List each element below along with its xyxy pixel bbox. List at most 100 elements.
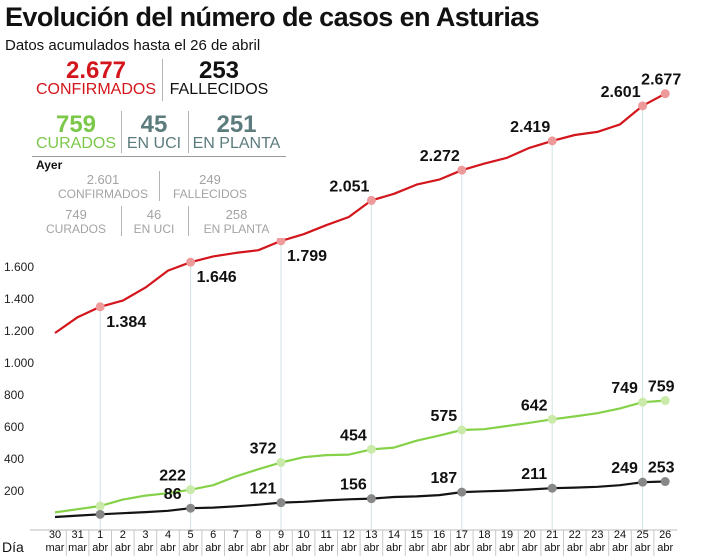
separator — [162, 59, 163, 101]
data-point-confirmados — [457, 165, 467, 175]
today-planta-value: 251 — [216, 111, 257, 138]
x-tick-day: 1 — [97, 529, 103, 541]
data-point-confirmados — [547, 136, 557, 146]
separator — [121, 111, 122, 153]
data-point-confirmados — [276, 236, 286, 246]
separator — [188, 206, 189, 236]
today-fallecidos-value: 253 — [198, 57, 240, 84]
x-tick-day: 21 — [546, 529, 558, 541]
separator — [159, 171, 160, 201]
x-tick-month: abr — [522, 542, 538, 554]
ayer-confirmados-label: CONFIRMADOS — [58, 187, 148, 201]
data-point-confirmados — [95, 302, 105, 312]
x-tick-month: abr — [431, 542, 447, 554]
x-tick-month: abr — [318, 542, 334, 554]
x-tick-day: 3 — [142, 529, 148, 541]
x-tick-month: abr — [273, 542, 289, 554]
data-point-fallecidos — [660, 477, 670, 487]
x-tick-day: 22 — [569, 529, 581, 541]
x-tick-month: abr — [341, 542, 357, 554]
x-tick-month: abr — [657, 542, 673, 554]
data-point-curados — [366, 444, 376, 454]
divider — [32, 156, 286, 157]
data-label-curados: 372 — [250, 440, 277, 457]
data-point-curados — [457, 425, 467, 435]
y-tick-label: 1.600 — [4, 260, 34, 274]
data-point-fallecidos — [547, 483, 557, 493]
data-label-fallecidos: 86 — [164, 486, 182, 503]
today-uci-value: 45 — [140, 111, 168, 138]
x-tick-month: abr — [250, 542, 266, 554]
data-label-fallecidos: 156 — [340, 477, 367, 494]
data-point-curados — [638, 397, 648, 407]
x-tick-month: abr — [92, 542, 108, 554]
y-tick-label: 1.000 — [4, 356, 34, 370]
data-label-confirmados: 1.646 — [197, 269, 237, 286]
today-fallecidos-label: FALLECIDOS — [169, 81, 269, 98]
data-point-fallecidos — [276, 498, 286, 508]
today-curados-value: 759 — [55, 111, 97, 138]
data-label-confirmados: 2.677 — [641, 72, 681, 89]
data-label-confirmados: 2.051 — [329, 178, 369, 195]
y-tick-label: 800 — [4, 388, 24, 402]
x-tick-day: 7 — [233, 529, 239, 541]
data-label-confirmados: 2.272 — [420, 148, 460, 165]
data-label-curados: 575 — [430, 408, 457, 425]
ayer-curados-value: 749 — [65, 207, 87, 222]
data-point-fallecidos — [95, 509, 105, 519]
series-line-curados — [54, 399, 666, 514]
separator — [188, 111, 189, 153]
data-label-fallecidos: 187 — [430, 470, 457, 487]
page-subtitle: Datos acumulados hasta el 26 de abril — [5, 37, 261, 54]
separator — [121, 206, 122, 236]
x-tick-month: abr — [205, 542, 221, 554]
x-tick-day: 13 — [365, 529, 377, 541]
x-tick-day: 24 — [614, 529, 626, 541]
data-label-fallecidos: 211 — [521, 466, 547, 483]
data-label-confirmados: 2.419 — [510, 119, 550, 136]
ayer-curados-label: CURADOS — [45, 222, 106, 236]
x-tick-month: abr — [499, 542, 515, 554]
data-point-curados — [660, 396, 670, 406]
ayer-uci-value: 46 — [146, 207, 162, 222]
page-title: Evolución del número de casos en Asturia… — [5, 2, 540, 32]
x-tick-month: abr — [137, 542, 153, 554]
ayer-confirmados-value: 2.601 — [86, 172, 120, 187]
data-point-confirmados — [366, 195, 376, 205]
data-point-fallecidos — [366, 494, 376, 504]
x-tick-month: abr — [363, 542, 379, 554]
data-point-curados — [276, 457, 286, 467]
y-tick-label: 600 — [4, 420, 24, 434]
x-tick-month: abr — [635, 542, 651, 554]
x-tick-day: 26 — [659, 529, 671, 541]
data-label-confirmados: 2.601 — [601, 84, 641, 101]
x-tick-day: 11 — [320, 529, 331, 541]
x-tick-month: abr — [409, 542, 425, 554]
x-tick-day: 2 — [120, 529, 126, 541]
x-tick-month: abr — [544, 542, 560, 554]
x-tick-day: 8 — [255, 529, 261, 541]
x-tick-month: abr — [296, 542, 312, 554]
data-point-curados — [95, 501, 105, 511]
x-tick-month: mar — [68, 542, 87, 554]
today-planta-label: EN PLANTA — [192, 135, 281, 152]
data-label-curados: 454 — [340, 427, 367, 444]
data-point-fallecidos — [638, 477, 648, 487]
x-tick-month: abr — [183, 542, 199, 554]
x-tick-day: 5 — [188, 529, 194, 541]
y-tick-label: 200 — [4, 484, 24, 498]
y-tick-label: 1.200 — [4, 324, 34, 338]
x-tick-month: abr — [612, 542, 628, 554]
series-line-confirmados — [54, 92, 666, 334]
x-tick-month: abr — [589, 542, 605, 554]
data-label-curados: 759 — [648, 379, 675, 396]
y-tick-label: 1.400 — [4, 292, 34, 306]
x-tick-day: 9 — [278, 529, 284, 541]
data-point-confirmados — [638, 101, 648, 111]
data-label-fallecidos: 253 — [648, 460, 675, 477]
x-axis-label: Día — [2, 539, 24, 555]
data-point-fallecidos — [457, 487, 467, 497]
x-tick-day: 30 — [49, 529, 61, 541]
x-tick-day: 10 — [297, 529, 309, 541]
